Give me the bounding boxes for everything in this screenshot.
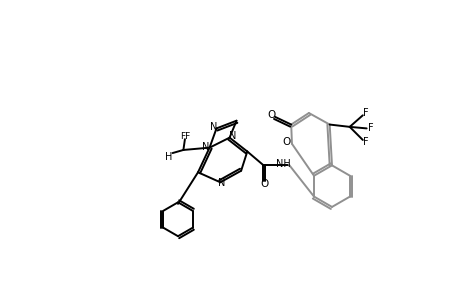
Text: N: N: [229, 131, 236, 141]
Text: N: N: [209, 122, 217, 132]
Text: F: F: [362, 108, 368, 118]
Text: N: N: [218, 178, 225, 188]
Text: O: O: [259, 179, 268, 189]
Text: NH: NH: [275, 159, 290, 169]
Text: H: H: [165, 152, 172, 162]
Text: O: O: [282, 137, 290, 147]
Text: F: F: [362, 137, 368, 147]
Text: O: O: [267, 110, 275, 119]
Text: F: F: [368, 123, 373, 134]
Text: FF: FF: [180, 132, 190, 141]
Text: N: N: [202, 142, 209, 152]
